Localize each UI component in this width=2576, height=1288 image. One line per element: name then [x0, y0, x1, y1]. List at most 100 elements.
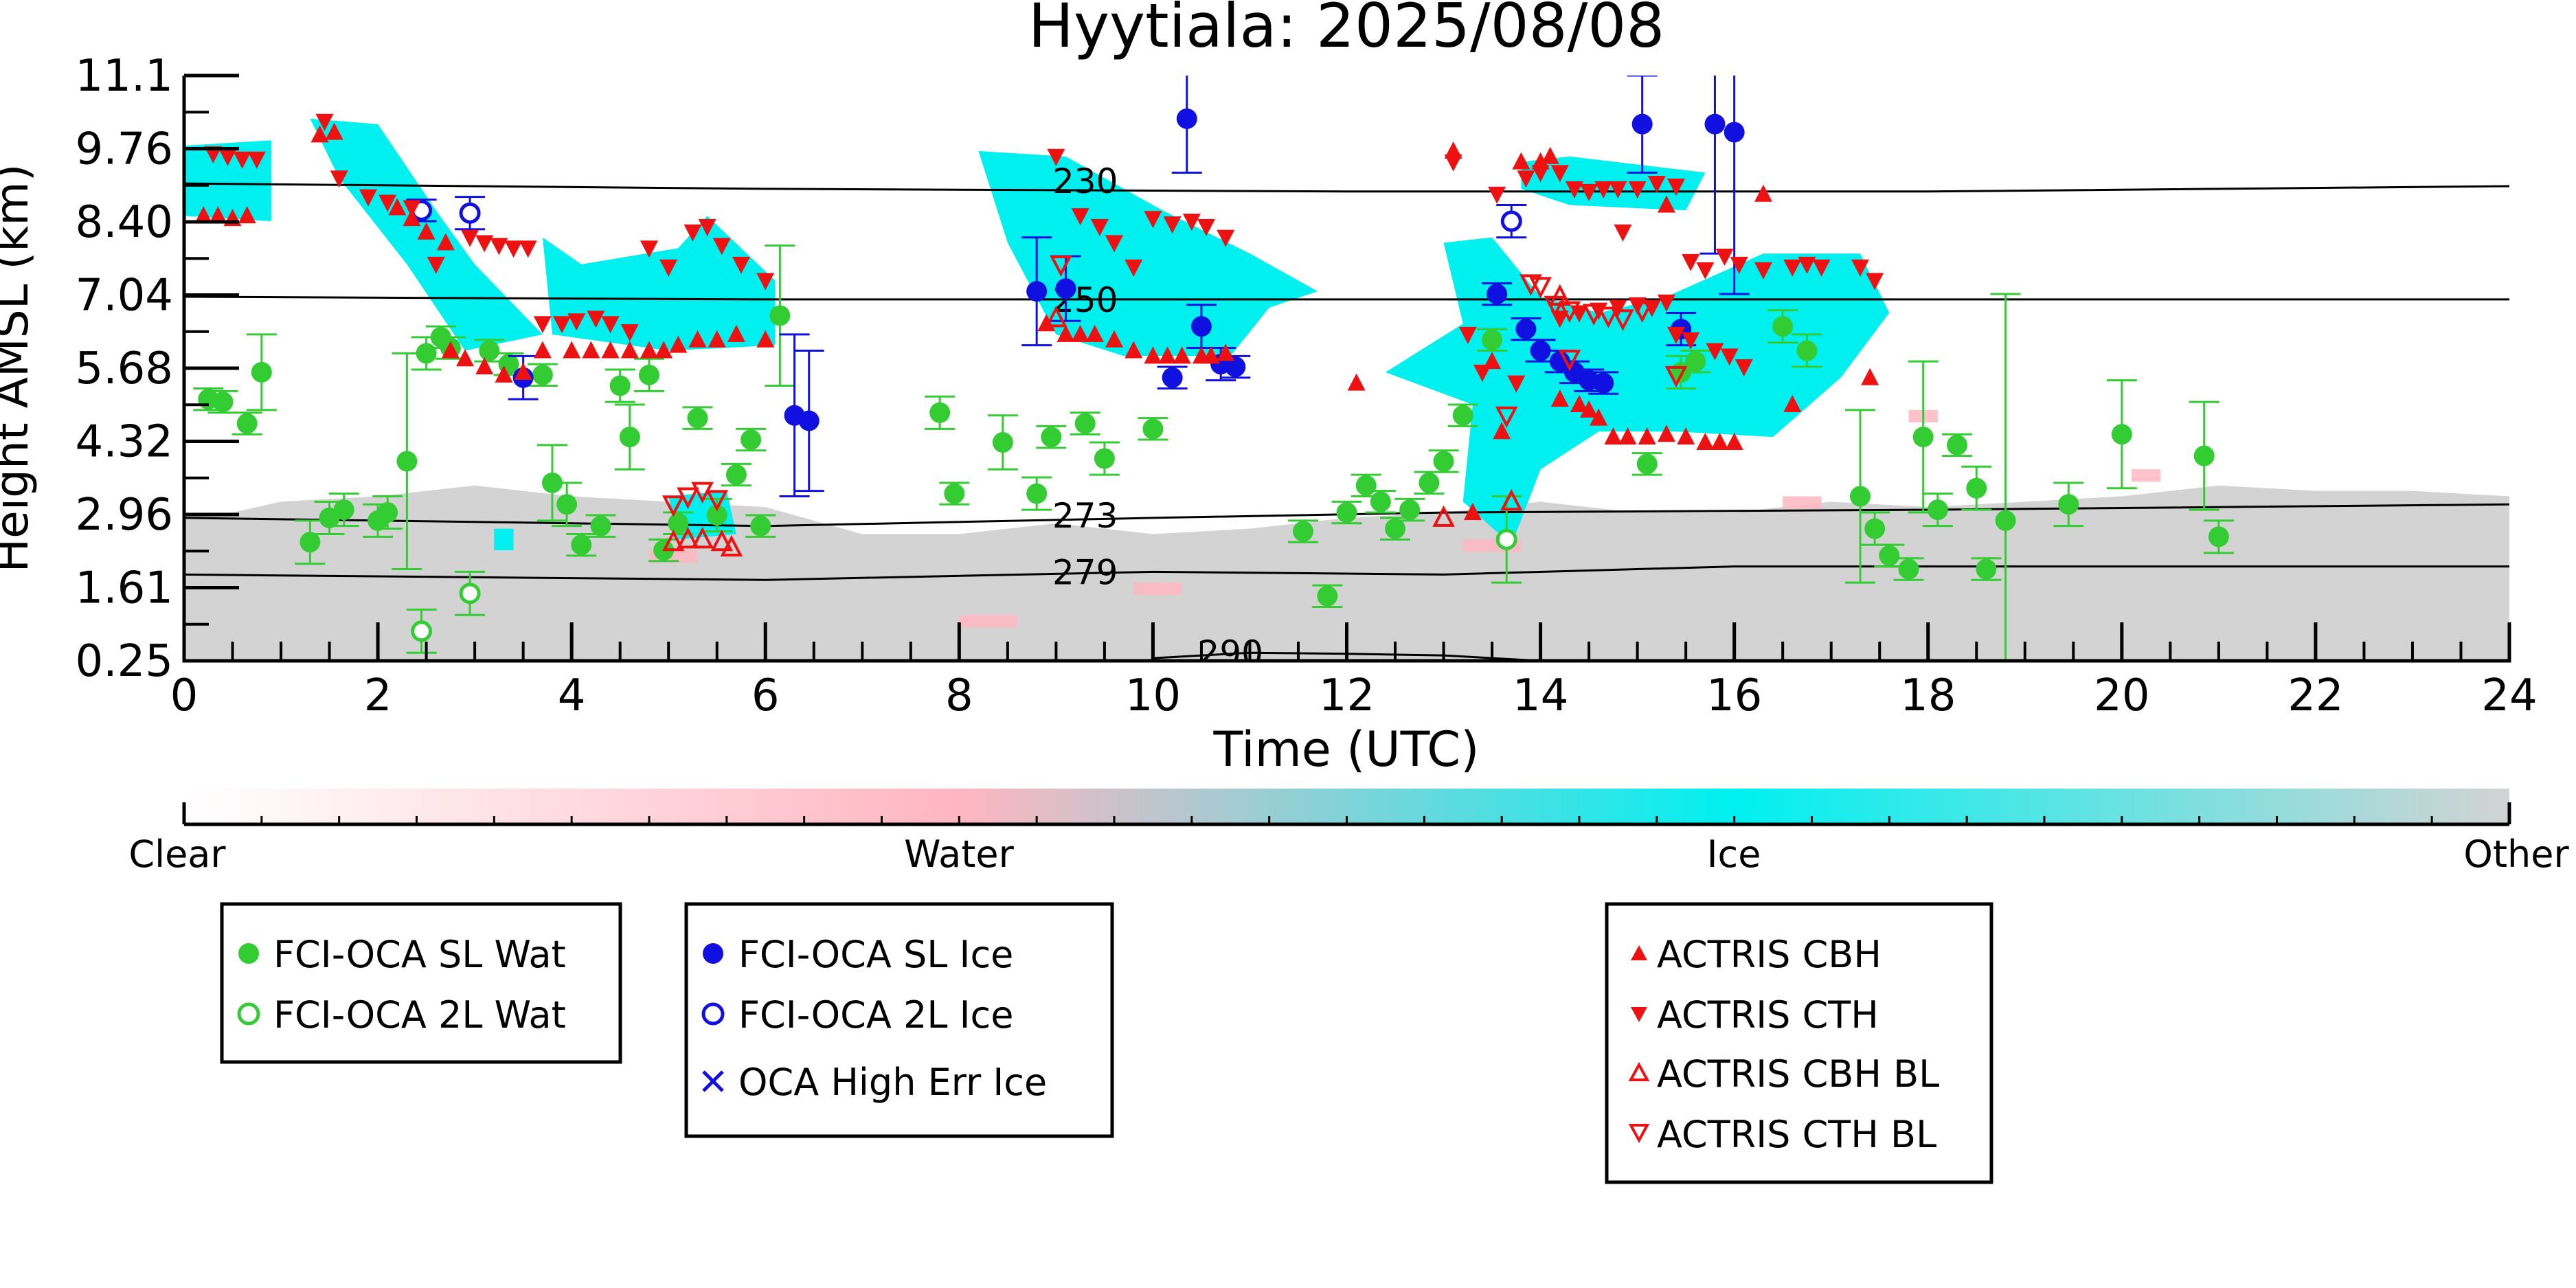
actris-cbh-marker — [1570, 395, 1588, 413]
fci-oca-sl-wat-marker — [1293, 521, 1314, 542]
actris-cth-marker — [1090, 218, 1109, 236]
actris-cbh-marker — [1710, 432, 1729, 450]
actris-cth-marker — [587, 310, 605, 328]
cloud-mask-layer — [184, 118, 2509, 661]
actris-cbh-marker — [1158, 346, 1177, 364]
water-class-streak — [959, 615, 1017, 628]
isotherm-label-230: 230 — [1052, 161, 1118, 201]
y-tick-label: 0.25 — [76, 636, 174, 687]
actris-cbh-marker — [495, 365, 513, 383]
legend-label-high-err-ice: OCA High Err Ice — [738, 1061, 1047, 1104]
fci-oca-2l-wat-marker — [1495, 528, 1517, 550]
isotherm-line-279 — [184, 565, 2509, 581]
actris-cth-bl-marker — [1558, 301, 1581, 323]
legend-water-box — [220, 902, 622, 1064]
actris-cbh-marker — [1638, 427, 1656, 445]
fci-oca-sl-wat-marker — [687, 407, 708, 429]
legend-label-cth: ACTRIS CTH — [1657, 993, 1879, 1037]
actris-cbh-marker — [403, 209, 421, 227]
legend-marker-2l-wat — [237, 1002, 260, 1026]
actris-cth-marker — [533, 316, 552, 334]
fci-oca-sl-wat-marker — [1947, 434, 1968, 455]
actris-cbh-marker — [708, 330, 726, 348]
fci-oca-sl-wat-marker — [929, 402, 951, 423]
legend-label-cth-bl: ACTRIS CTH BL — [1657, 1113, 1936, 1156]
actris-cth-marker — [1866, 273, 1884, 291]
actris-cth-marker — [1783, 259, 1802, 277]
fci-oca-sl-ice-marker — [1225, 357, 1246, 378]
fci-oca-sl-wat-marker — [1433, 451, 1454, 472]
actris-cth-marker — [247, 151, 266, 169]
actris-cbh-bl-marker — [1045, 306, 1067, 328]
legend-marker-cth — [1631, 1007, 1647, 1022]
actris-cth-marker — [1667, 326, 1686, 344]
actris-cbh-marker — [563, 341, 581, 359]
fci-oca-sl-wat-marker — [2111, 424, 2132, 445]
actris-cbh-bl-marker — [1432, 505, 1455, 527]
actris-cth-bl-marker — [1664, 365, 1688, 388]
ice-class-patch — [542, 216, 776, 351]
actris-cth-marker — [756, 273, 775, 291]
fci-oca-sl-wat-marker — [1796, 340, 1818, 361]
actris-cbh-marker — [1657, 195, 1675, 213]
actris-cbh-bl-marker — [677, 526, 699, 549]
ice-class-patch — [494, 528, 514, 550]
water-class-streak — [2131, 469, 2161, 482]
actris-cth-marker — [1163, 216, 1182, 234]
actris-cbh-marker — [325, 122, 343, 140]
legend-marker-sl-ice — [703, 943, 723, 964]
marker-layer — [193, 76, 2234, 661]
legend-marker-high-err-ice — [702, 1070, 724, 1092]
actris-cbh-marker — [417, 222, 436, 240]
series-actris-cbh-bl — [662, 284, 1572, 557]
actris-cth-marker — [1197, 218, 1215, 236]
actris-cbh-marker — [1618, 427, 1637, 445]
fci-oca-sl-wat-marker — [571, 534, 592, 556]
legend-marker-sl-wat — [238, 943, 259, 964]
actris-cbh-marker — [620, 341, 639, 359]
x-tick-label: 4 — [558, 670, 586, 721]
fci-oca-sl-wat-marker — [1482, 329, 1503, 350]
actris-cbh-marker — [533, 341, 552, 359]
fci-oca-sl-wat-marker — [212, 392, 234, 413]
y-tick-label: 2.96 — [76, 490, 174, 541]
actris-cbh-bl-marker — [720, 534, 743, 557]
fci-oca-sl-wat-marker — [532, 364, 553, 385]
fci-oca-sl-wat-marker — [1399, 499, 1421, 521]
chart-title: Hyytiala: 2025/08/08 — [1028, 0, 1664, 61]
fci-oca-sl-wat-marker — [1636, 453, 1658, 475]
actris-cbh-marker — [1512, 152, 1530, 170]
actris-cbh-marker — [1125, 341, 1143, 359]
actris-cbh-marker — [1463, 503, 1482, 521]
fci-oca-2l-ice-marker — [1500, 210, 1522, 232]
x-tick-label: 0 — [170, 670, 199, 721]
actris-cth-marker — [640, 240, 658, 258]
actris-cbh-marker — [1085, 324, 1104, 342]
actris-cbh-marker — [1550, 389, 1569, 407]
legend-actris: ACTRIS CBH ACTRIS CTH ACTRIS CBH BL ACTR… — [1605, 902, 1993, 1184]
actris-cth-marker — [1667, 178, 1686, 196]
actris-cbh-marker — [1173, 346, 1191, 364]
y-tick-label: 4.32 — [76, 417, 174, 468]
x-tick-label: 8 — [945, 670, 973, 721]
fci-oca-sl-wat-marker — [639, 364, 659, 385]
actris-cbh-marker — [582, 341, 600, 359]
colorbar-label-other: Other — [2463, 833, 2569, 876]
actris-cth-marker — [218, 148, 237, 166]
x-tick-label: 2 — [364, 670, 392, 721]
actris-cbh-bl-marker — [691, 526, 714, 549]
fci-oca-sl-wat-marker — [590, 515, 611, 536]
actris-cth-bl-marker — [1582, 304, 1605, 326]
fci-oca-sl-wat-marker — [1370, 491, 1391, 512]
colorbar-label-ice: Ice — [1707, 833, 1761, 876]
actris-cth-marker — [475, 235, 494, 253]
actris-cth-marker — [712, 238, 731, 256]
actris-cth-marker — [553, 316, 572, 334]
actris-cbh-marker — [1202, 346, 1221, 364]
actris-cbh-marker — [1057, 324, 1075, 342]
x-tick-label: 6 — [752, 670, 780, 721]
series-fci-oca-sl-wat — [193, 244, 2234, 661]
actris-cth-marker — [1696, 262, 1715, 280]
series-actris-cth-bl — [662, 255, 1688, 517]
actris-cth-marker — [427, 256, 445, 274]
